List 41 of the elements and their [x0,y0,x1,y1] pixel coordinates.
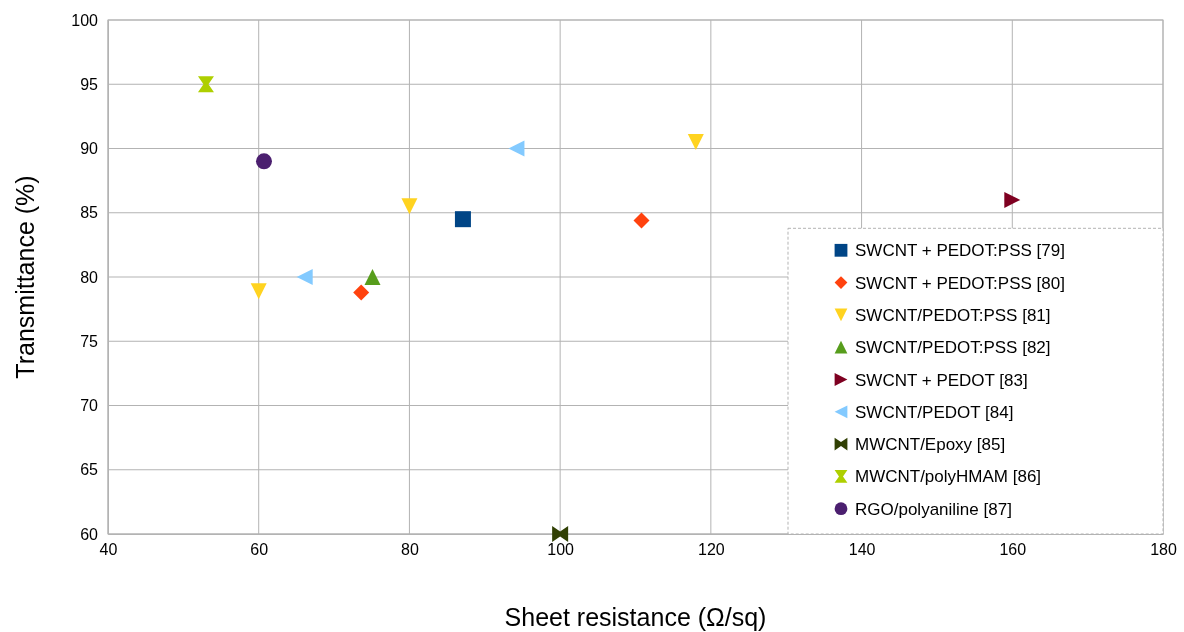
y-tick-label: 70 [80,397,99,415]
y-tick-label: 80 [80,268,99,286]
legend-label: MWCNT/polyHMAM [86] [855,467,1042,487]
point [353,284,370,301]
point [552,526,569,542]
point [1004,191,1021,208]
point [401,198,418,215]
x-tick-label: 140 [848,541,876,559]
y-tick-label: 90 [80,140,99,158]
point [255,153,272,170]
legend-label: SWCNT/PEDOT:PSS [82] [855,338,1051,358]
point [687,134,704,151]
legend-label: MWCNT/Epoxy [85] [855,435,1006,455]
x-axis-title: Sheet resistance (Ω/sq) [504,603,767,631]
legend-label: RGO/polyaniline [87] [855,499,1012,519]
y-tick-label: 60 [80,525,99,543]
point [454,211,471,228]
point [250,283,267,300]
y-tick-label: 65 [80,461,99,479]
y-tick-label: 100 [71,11,99,29]
x-tick-label: 180 [1150,541,1177,559]
x-tick-label: 100 [547,541,575,559]
legend-label: SWCNT + PEDOT:PSS [79] [855,241,1065,261]
x-tick-label: 160 [999,541,1027,559]
point [633,212,650,229]
legend-label: SWCNT/PEDOT:PSS [81] [855,305,1051,325]
y-tick-label: 95 [80,75,99,93]
point [364,269,381,285]
y-axis-title: Transmittance (%) [11,175,39,379]
x-tick-label: 120 [698,541,725,559]
y-tick-label: 75 [80,332,99,350]
x-tick-label: 60 [250,541,269,559]
legend-label: SWCNT/PEDOT [84] [855,402,1014,422]
legend-label: SWCNT + PEDOT:PSS [80] [855,273,1065,293]
legend-label: SWCNT + PEDOT [83] [855,370,1028,390]
point [296,269,313,285]
x-tick-label: 40 [99,541,118,559]
x-tick-label: 80 [401,541,419,559]
point [508,140,525,157]
point [197,76,214,93]
y-tick-label: 85 [80,204,99,222]
